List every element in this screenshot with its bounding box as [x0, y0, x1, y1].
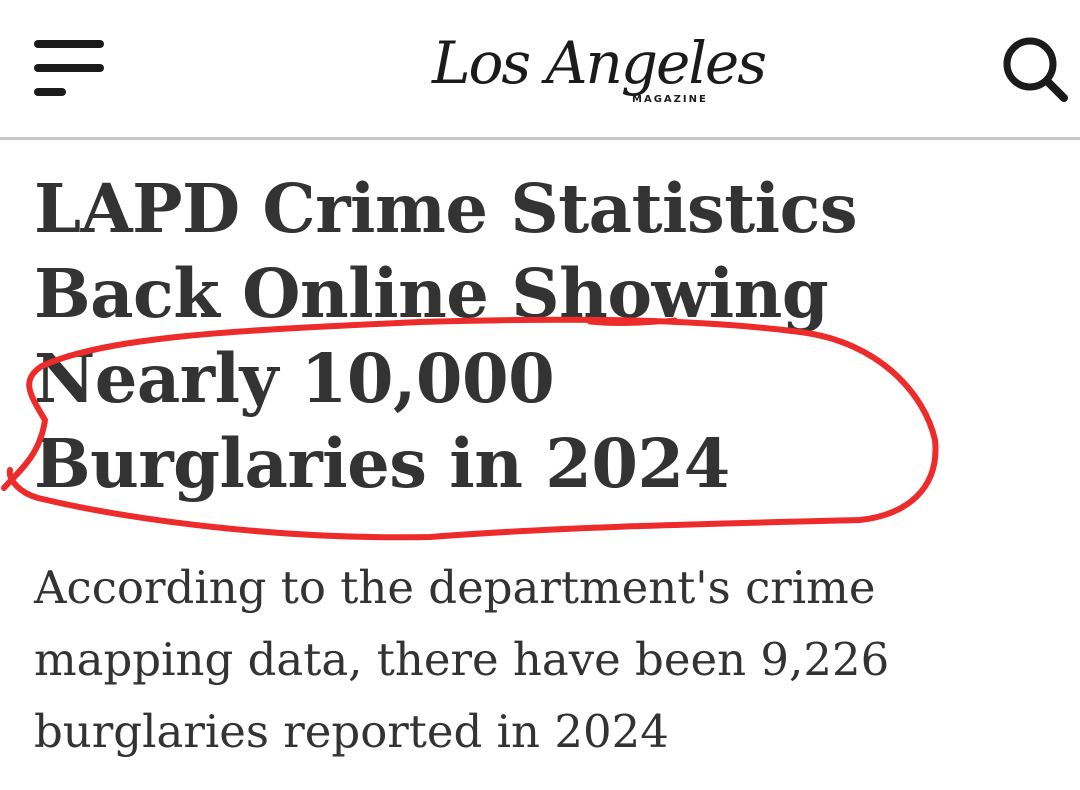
- search-button[interactable]: [996, 30, 1072, 106]
- logo-wordmark: Los Angeles: [432, 29, 767, 97]
- headline-line: Back Online Showing: [34, 254, 829, 333]
- headline-line: LAPD Crime Statistics: [34, 169, 858, 248]
- logo-subtitle: MAGAZINE: [632, 94, 708, 105]
- summary-line: According to the department's crime: [34, 561, 876, 614]
- summary-line: mapping data, there have been 9,226: [34, 633, 890, 686]
- summary-line: burglaries reported in 2024: [34, 705, 669, 758]
- headline-line: Burglaries in 2024: [34, 424, 730, 503]
- site-header: Los Angeles MAGAZINE: [0, 0, 1080, 138]
- header-divider: [0, 137, 1080, 140]
- site-logo[interactable]: Los Angeles MAGAZINE: [432, 30, 767, 112]
- menu-button[interactable]: [28, 36, 112, 102]
- article-summary: According to the department's crime mapp…: [34, 552, 1054, 768]
- article-headline[interactable]: LAPD Crime Statistics Back Online Showin…: [34, 166, 1044, 506]
- search-icon: [1003, 37, 1068, 102]
- headline-line: Nearly 10,000: [34, 339, 555, 418]
